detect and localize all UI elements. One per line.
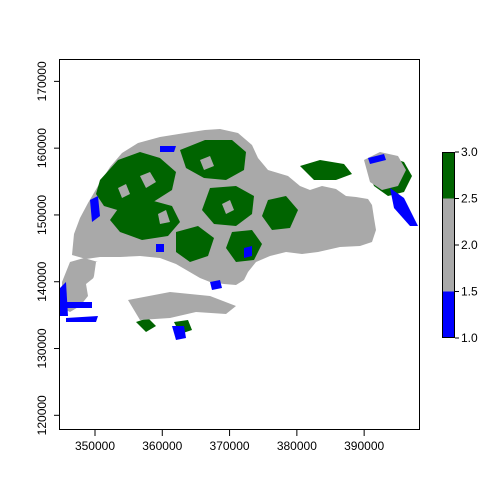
x-tick-label: 360000 [142,439,182,453]
legend-tick-label: 1.5 [461,285,478,299]
legend-color-bin [442,291,455,338]
legend-color-bin [442,198,455,292]
land-cover-raster [60,129,418,340]
legend-tick-label: 2.0 [461,238,478,252]
y-tick-label: 130000 [35,328,49,368]
y-tick-label: 160000 [35,128,49,168]
y-axis: 120000 130000 140000 150000 160000 170000 [35,61,60,435]
western-area [62,258,98,312]
harbour-water [90,258,190,296]
legend-colorbar: 1.0 1.5 2.0 2.5 3.0 [442,145,478,345]
legend-color-bin [442,152,455,199]
x-tick-label: 370000 [210,439,250,453]
legend-tick-label: 2.5 [461,192,478,206]
water-class-patches [60,146,418,340]
y-tick-label: 150000 [35,195,49,235]
y-tick-label: 120000 [35,395,49,435]
x-axis: 350000 360000 370000 380000 390000 [75,430,384,453]
y-tick-label: 170000 [35,61,49,101]
x-tick-label: 390000 [344,439,384,453]
legend-tick-label: 1.0 [461,331,478,345]
legend-frame [442,152,455,338]
x-tick-label: 350000 [75,439,115,453]
plot-frame [59,59,420,430]
southern-islands [128,292,236,320]
forest-patches [96,140,412,334]
legend-tick-label: 3.0 [461,145,478,159]
y-tick-label: 140000 [35,261,49,301]
x-tick-label: 380000 [277,439,317,453]
